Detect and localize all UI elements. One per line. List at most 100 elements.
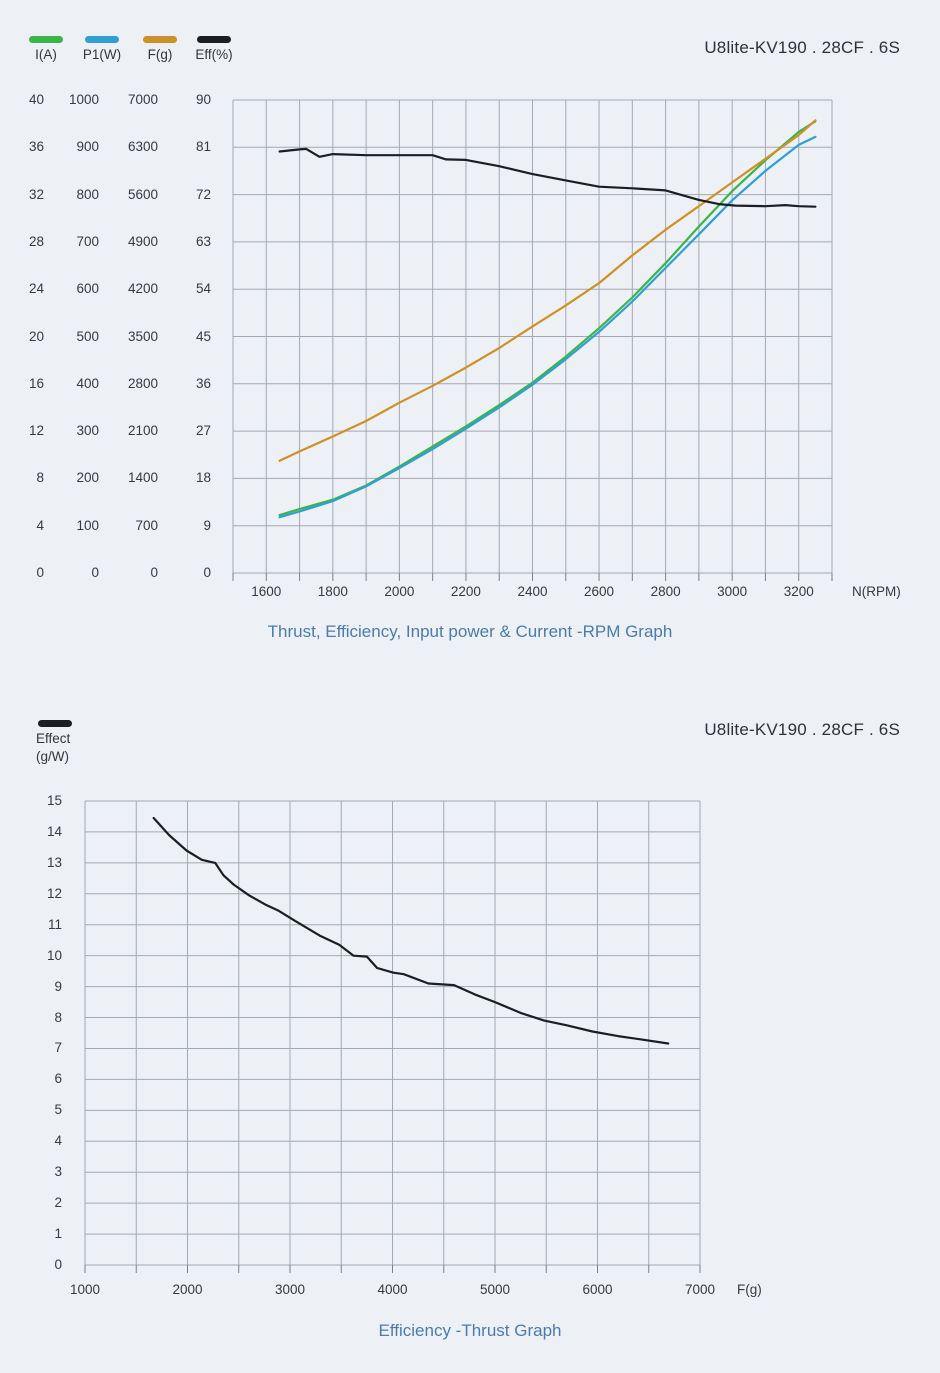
rpm-plot (232, 99, 833, 585)
thrust-plot-svg (84, 800, 701, 1273)
y-tick-label: 9 (54, 978, 62, 994)
y-tick-label: 0 (150, 565, 158, 580)
x-tick-label: 3200 (783, 584, 814, 599)
y-tick-label: 12 (28, 423, 44, 439)
y-tick-label: 4900 (127, 233, 158, 249)
y-tick-label: 700 (135, 517, 158, 533)
x-tick-label: 5000 (479, 1282, 511, 1297)
legend-item-fg: F(g) (132, 36, 188, 62)
rpm-chart-caption: Thrust, Efficiency, Input power & Curren… (267, 622, 673, 641)
y-tick-label: 10 (46, 947, 62, 963)
y-tick-label: 5600 (127, 186, 158, 202)
y-tick-label: 12 (46, 885, 62, 901)
legend-item-eff: Eff(%) (186, 36, 242, 62)
y-tick-label: 0 (203, 565, 211, 580)
thrust-x-axis-name: F(g) (737, 1282, 762, 1297)
y-tick-label: 16 (28, 375, 44, 391)
y-tick-label: 28 (28, 233, 44, 249)
y-tick-label: 0 (91, 565, 99, 580)
y-tick-label: 13 (46, 854, 62, 870)
y-tick-label: 5 (54, 1102, 62, 1118)
y-tick-label: 11 (47, 916, 62, 932)
legend-swatch (29, 36, 63, 43)
y-tick-label: 500 (76, 328, 99, 344)
y-tick-label: 600 (76, 281, 99, 297)
y-tick-label: 1 (54, 1226, 62, 1242)
y-tick-label: 700 (76, 233, 99, 249)
thrust-chart-caption: Efficiency -Thrust Graph (378, 1321, 562, 1340)
y-tick-label: 2 (54, 1195, 62, 1211)
thrust-x-axis-ticks (84, 1265, 701, 1273)
y-tick-label: 7000 (127, 92, 158, 107)
series-line-fg (278, 119, 817, 462)
x-tick-label: 2600 (584, 584, 615, 599)
effect-legend-swatch (38, 720, 72, 727)
y-tick-label: 15 (46, 793, 62, 808)
y-tick-label: 9 (203, 517, 211, 533)
x-tick-label: 6000 (582, 1282, 613, 1297)
effect-legend-unit: (g/W) (36, 749, 69, 764)
effect-legend-name: Effect (36, 731, 71, 746)
y-tick-label: 200 (76, 470, 99, 486)
rpm-x-axis-name: N(RPM) (852, 584, 901, 599)
x-tick-label: 3000 (717, 584, 748, 599)
y-tick-label: 24 (28, 281, 44, 297)
y-tick-label: 0 (54, 1257, 62, 1272)
x-tick-label: 7000 (684, 1282, 716, 1297)
series-line-eff (278, 147, 817, 208)
thrust-plot (84, 800, 701, 1277)
y-tick-label: 2100 (127, 423, 158, 439)
y-tick-label: 3500 (127, 328, 158, 344)
y-tick-label: 81 (195, 139, 211, 155)
y-tick-label: 40 (28, 92, 44, 107)
x-tick-label: 2800 (650, 584, 681, 599)
x-tick-label: 4000 (377, 1282, 408, 1297)
y-tick-label: 7 (54, 1040, 62, 1056)
y-tick-label: 6300 (127, 139, 158, 155)
x-tick-label: 2400 (517, 584, 548, 599)
y-tick-label: 1000 (68, 92, 99, 107)
y-tick-label: 63 (195, 233, 211, 249)
x-tick-label: 2200 (450, 584, 481, 599)
rpm-chart-model-title: U8lite-KV190 . 28CF . 6S (704, 38, 900, 57)
legend-label: F(g) (147, 47, 173, 62)
y-tick-label: 100 (76, 517, 99, 533)
legend-item-ia: I(A) (18, 36, 74, 62)
y-tick-label: 54 (195, 281, 211, 297)
legend-swatch (143, 36, 177, 43)
y-tick-label: 1400 (127, 470, 158, 486)
x-tick-label: 1000 (69, 1282, 101, 1297)
y-tick-label: 90 (195, 92, 211, 107)
y-tick-label: 8 (54, 1009, 62, 1025)
rpm-plot-svg (232, 99, 833, 581)
y-tick-label: 800 (76, 186, 99, 202)
legend-label: I(A) (35, 47, 57, 62)
rpm-x-axis-ticks (232, 573, 833, 581)
y-tick-label: 20 (28, 328, 44, 344)
y-tick-label: 27 (195, 423, 211, 439)
rpm-gridlines (232, 99, 833, 574)
x-tick-label: 2000 (384, 584, 415, 599)
y-tick-label: 4 (54, 1133, 62, 1149)
legend-label: Eff(%) (195, 47, 233, 62)
y-tick-label: 4200 (127, 281, 158, 297)
x-tick-label: 1600 (251, 584, 282, 599)
legend-swatch (197, 36, 231, 43)
y-tick-label: 3 (54, 1164, 62, 1180)
y-tick-label: 18 (195, 470, 211, 486)
y-tick-label: 0 (36, 565, 44, 580)
y-tick-label: 72 (195, 186, 211, 202)
y-tick-label: 36 (195, 375, 211, 391)
x-tick-label: 1800 (317, 584, 348, 599)
x-tick-label: 3000 (274, 1282, 306, 1297)
y-tick-label: 45 (195, 328, 211, 344)
legend-swatch (85, 36, 119, 43)
y-tick-label: 8 (36, 470, 44, 486)
y-tick-label: 32 (28, 186, 44, 202)
series-line-p1w (278, 135, 817, 519)
y-tick-label: 14 (46, 823, 62, 839)
y-tick-label: 400 (76, 375, 99, 391)
thrust-chart-model-title: U8lite-KV190 . 28CF . 6S (704, 720, 900, 739)
series-line-effect (152, 816, 670, 1045)
